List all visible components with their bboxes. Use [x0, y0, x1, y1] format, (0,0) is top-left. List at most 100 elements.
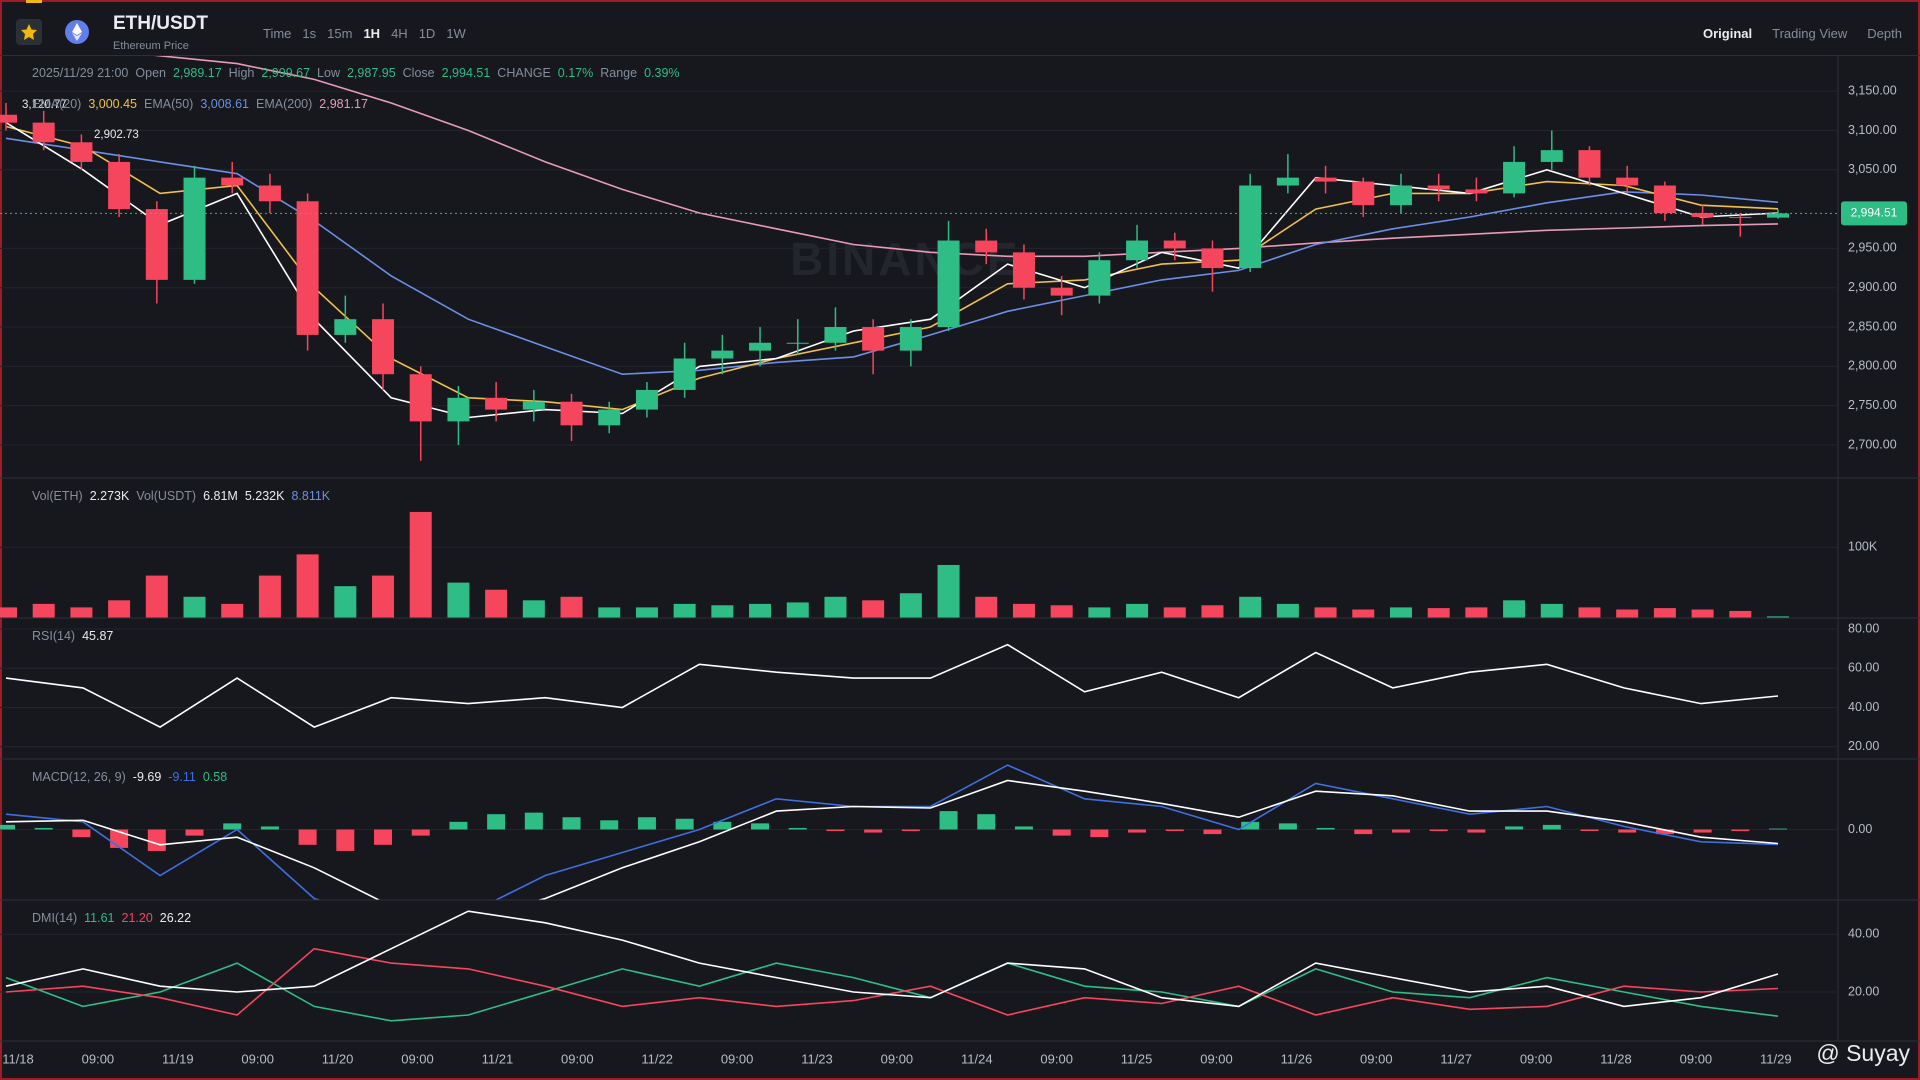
candle-body: [1389, 185, 1412, 206]
macd-histogram-bar: [524, 812, 543, 830]
legend-item: 26.22: [159, 911, 192, 925]
volume-bar: [1616, 609, 1639, 618]
candle-body: [786, 342, 809, 344]
macd-histogram-bar: [1505, 826, 1524, 830]
macd-histogram-bar: [223, 823, 242, 830]
legend-item: High: [228, 66, 255, 80]
y-tick-label: 2,850.00: [1848, 319, 1897, 333]
macd-histogram-bar: [1618, 829, 1637, 833]
y-tick-label: 20.00: [1848, 739, 1879, 753]
legend-item: 8.811K: [291, 489, 331, 503]
macd-histogram-bar: [72, 829, 91, 838]
intervals: Time 1s 15m 1H 4H 1D 1W: [263, 26, 466, 41]
legend-item: Low: [317, 66, 340, 80]
volume-bar: [1314, 607, 1337, 618]
interval[interactable]: 4H: [391, 26, 408, 41]
volume-bar: [1088, 607, 1111, 618]
macd-histogram-bar: [487, 814, 506, 830]
y-tick-label: 60.00: [1848, 661, 1879, 675]
x-tick-label: 09:00: [1680, 1051, 1713, 1066]
legend-item: 21.20: [121, 911, 153, 925]
candle-body: [635, 389, 658, 410]
macd-histogram-bar: [939, 811, 958, 830]
candle-body: [1503, 161, 1526, 194]
y-tick-label: 3,050.00: [1848, 162, 1897, 176]
legend: Vol(ETH) 2.273K Vol(USDT) 6.81M 5.232K 8.811K: [32, 489, 330, 503]
volume-bar: [937, 564, 960, 618]
legend: 2025/11/29 21:00 Open 2,989.17 High 2,999.67…: [32, 66, 680, 80]
macd-histogram-bar: [1014, 826, 1033, 830]
volume-bar: [899, 593, 922, 618]
legend: DMI(14) 11.61 21.20 26.22: [32, 911, 191, 925]
volume-bar: [1050, 605, 1073, 618]
legend-item: 2,989.17: [172, 66, 222, 80]
indicator-line: [5, 910, 1779, 1008]
candle-body: [1578, 150, 1601, 178]
volume-bar: [1201, 605, 1224, 618]
interval[interactable]: Time: [263, 26, 292, 41]
volume-bar: [70, 607, 93, 618]
macd-histogram-bar: [977, 814, 996, 830]
y-tick-label: 2,800.00: [1848, 359, 1897, 373]
volume-bar: [485, 589, 508, 618]
views: Original Trading View Depth: [1703, 26, 1902, 41]
interval[interactable]: 1W: [446, 26, 466, 41]
x-tick-label: 11/26: [1281, 1051, 1313, 1066]
x-tick-label: 11/19: [162, 1051, 194, 1066]
legend-item: 2,999.67: [261, 66, 311, 80]
x-tick-label: 09:00: [241, 1051, 274, 1066]
indicator-line: [5, 947, 1779, 1016]
view-tab[interactable]: Depth: [1867, 26, 1902, 41]
symbol[interactable]: ETH/USDT: [113, 13, 208, 34]
view-tab[interactable]: Trading View: [1772, 26, 1848, 41]
legend-item: DMI(14): [32, 911, 78, 925]
macd-histogram-bar: [1655, 829, 1674, 835]
interval[interactable]: 1D: [418, 26, 436, 41]
legend-item: RSI(14): [32, 629, 76, 643]
x-tick-label: 09:00: [1200, 1051, 1233, 1066]
macd-histogram-bar: [637, 817, 656, 830]
legend-item: 5.232K: [244, 489, 285, 503]
macd-histogram-bar: [374, 829, 393, 845]
legend: RSI(14) 45.87: [32, 629, 113, 643]
x-tick-label: 09:00: [881, 1051, 914, 1066]
legend-item: Close: [402, 66, 435, 80]
candle-body: [108, 161, 131, 210]
candle-body: [1767, 213, 1789, 218]
candle-body: [485, 397, 508, 410]
y-tick-label: 0.00: [1848, 822, 1872, 836]
candle-body: [1163, 240, 1186, 249]
interval[interactable]: 1H: [363, 26, 381, 41]
candle-body: [1616, 177, 1639, 186]
x-tick-label: 11/29: [1760, 1051, 1792, 1066]
candle-body: [1012, 252, 1035, 288]
volume-bar: [786, 602, 809, 618]
candle-body: [296, 201, 319, 335]
volume-bar: [1578, 607, 1601, 618]
x-tick-label: 11/24: [961, 1051, 993, 1066]
view-tab[interactable]: Original: [1703, 26, 1753, 41]
x-tick-label: 11/21: [482, 1051, 514, 1066]
macd-histogram-bar: [411, 829, 430, 836]
macd-histogram-bar: [1391, 829, 1410, 833]
volume-bar: [0, 607, 17, 618]
candle-body: [560, 401, 583, 426]
candle-body: [975, 240, 998, 253]
candle-body: [937, 240, 960, 328]
candle-body: [70, 142, 93, 162]
macd-histogram-bar: [864, 829, 883, 833]
candle-body: [1465, 189, 1488, 194]
x-tick-label: 09:00: [82, 1051, 115, 1066]
x-tick-label: 09:00: [1040, 1051, 1073, 1066]
interval[interactable]: 15m: [327, 26, 353, 41]
candle-body: [145, 209, 168, 280]
interval[interactable]: 1s: [302, 26, 317, 41]
macd-histogram-bar: [298, 829, 317, 845]
macd-histogram-bar: [185, 829, 204, 836]
tab-indicator: [26, 0, 42, 3]
macd-histogram-bar: [901, 829, 920, 832]
x-tick-label: 11/23: [801, 1051, 833, 1066]
volume-bar: [560, 596, 583, 618]
legend-item: 2.273K: [89, 489, 130, 503]
volume-bar: [334, 586, 357, 618]
